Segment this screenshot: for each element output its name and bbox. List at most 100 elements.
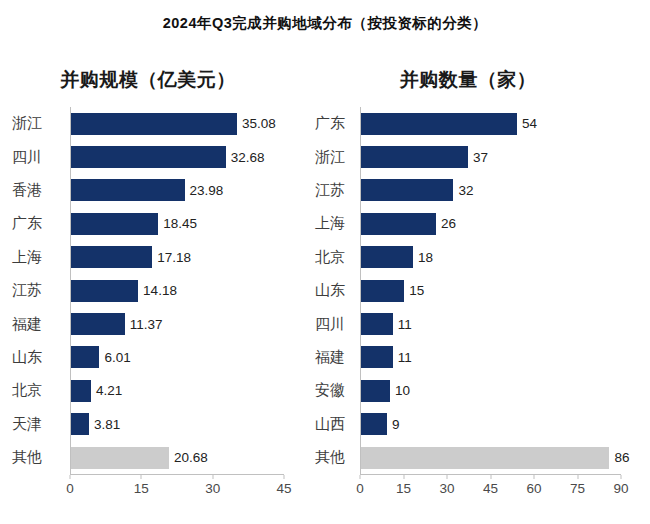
chart-ma-scale-rows: 浙江35.08四川32.68香港23.98广东18.45上海17.18江苏14.… [12, 107, 284, 474]
bar-track: 14.18 [70, 274, 284, 307]
category-label: 其他 [12, 448, 70, 467]
bar-track: 54 [360, 107, 621, 140]
bar-row: 香港23.98 [12, 174, 284, 207]
value-label: 11 [398, 350, 412, 365]
bar-row: 福建11 [315, 341, 621, 374]
value-label: 37 [473, 150, 488, 165]
category-label: 其他 [315, 448, 360, 467]
bar-row: 四川32.68 [12, 140, 284, 173]
bar-row: 其他86 [315, 441, 621, 474]
value-label: 9 [392, 417, 400, 432]
category-label: 江苏 [315, 181, 360, 200]
bar-row: 广东54 [315, 107, 621, 140]
bar [361, 346, 393, 368]
page: 2024年Q3完成并购地域分布（按投资标的分类） 并购规模（亿美元） 浙江 35.… [0, 0, 650, 524]
bar [361, 313, 393, 335]
category-label: 四川 [315, 315, 360, 334]
category-label: 浙江 [315, 148, 360, 167]
bar-track: 10 [360, 374, 621, 407]
value-label: 18 [418, 250, 433, 265]
chart-ma-count-title: 并购数量（家） [315, 67, 621, 93]
bar-track: 20.68 [70, 441, 284, 474]
bar-row: 北京4.21 [12, 374, 284, 407]
bar-track: 18.45 [70, 207, 284, 240]
bar-track: 3.81 [70, 408, 284, 441]
category-label: 天津 [12, 415, 70, 434]
bar [71, 346, 99, 368]
bar-track: 17.18 [70, 241, 284, 274]
axis-tick-label: 0 [356, 481, 364, 496]
bar [361, 413, 387, 435]
bar-track: 32.68 [70, 140, 284, 173]
chart-ma-scale-title: 并购规模（亿美元） [12, 67, 284, 93]
chart-ma-count-x-axis: 0153045607590 [360, 474, 621, 501]
axis-tick-label: 45 [276, 481, 291, 496]
axis-tick-mark [212, 475, 213, 479]
axis-tick-mark [621, 475, 622, 479]
bar-row: 浙江 35.08 [12, 107, 284, 140]
value-label: 3.81 [94, 417, 120, 432]
axis-tick-mark [447, 475, 448, 479]
value-label: 11 [398, 317, 412, 332]
bar-track: 11 [360, 341, 621, 374]
value-label: 18.45 [163, 216, 197, 231]
axis-tick-mark [403, 475, 404, 479]
axis-tick-mark [577, 475, 578, 479]
value-label: 10 [395, 383, 410, 398]
bar [71, 246, 152, 268]
axis-tick-label: 45 [483, 481, 498, 496]
bar-track: 6.01 [70, 341, 284, 374]
category-label: 广东 [12, 214, 70, 233]
bar [71, 280, 138, 302]
bar [361, 246, 413, 268]
category-label: 浙江 [12, 114, 70, 133]
bar-track: 11.37 [70, 307, 284, 340]
category-label: 上海 [12, 248, 70, 267]
axis-tick-label: 75 [570, 481, 585, 496]
bar [71, 213, 158, 235]
category-label: 北京 [12, 381, 70, 400]
bar [361, 179, 453, 201]
category-label: 香港 [12, 181, 70, 200]
value-label: 6.01 [104, 350, 130, 365]
value-label: 11.37 [130, 317, 163, 332]
bar-row: 安徽 10 [315, 374, 621, 407]
bar [361, 280, 404, 302]
category-label: 山东 [12, 348, 70, 367]
category-label: 山东 [315, 281, 360, 300]
bar [71, 447, 169, 469]
bar-track: 86 [360, 441, 621, 474]
axis-tick-mark [284, 475, 285, 479]
value-label: 15 [409, 283, 424, 298]
axis-tick-mark [70, 475, 71, 479]
bar-row: 上海26 [315, 207, 621, 240]
axis-tick-label: 60 [526, 481, 541, 496]
axis-tick-label: 90 [613, 481, 628, 496]
page-title: 2024年Q3完成并购地域分布（按投资标的分类） [0, 14, 650, 33]
category-label: 山西 [315, 415, 360, 434]
bar [71, 313, 125, 335]
bar-row: 四川 11 [315, 307, 621, 340]
axis-tick-mark [360, 475, 361, 479]
axis-tick-label: 15 [134, 481, 149, 496]
bar-row: 北京18 [315, 241, 621, 274]
bar-row: 江苏 32 [315, 174, 621, 207]
bar-track: 32 [360, 174, 621, 207]
category-label: 江苏 [12, 281, 70, 300]
category-label: 安徽 [315, 381, 360, 400]
category-label: 四川 [12, 148, 70, 167]
bar-track: 35.08 [70, 107, 284, 140]
bar [361, 213, 436, 235]
value-label: 32 [458, 183, 473, 198]
chart-ma-scale-x-axis: 0153045 [70, 474, 284, 501]
bar-track: 37 [360, 140, 621, 173]
bar [71, 146, 226, 168]
bar-track: 4.21 [70, 374, 284, 407]
axis-tick-label: 0 [66, 481, 74, 496]
bar-track: 23.98 [70, 174, 284, 207]
axis-tick-label: 30 [439, 481, 454, 496]
value-label: 35.08 [242, 116, 276, 131]
bar-track: 26 [360, 207, 621, 240]
bar [71, 380, 91, 402]
bar-row: 广东 18.45 [12, 207, 284, 240]
